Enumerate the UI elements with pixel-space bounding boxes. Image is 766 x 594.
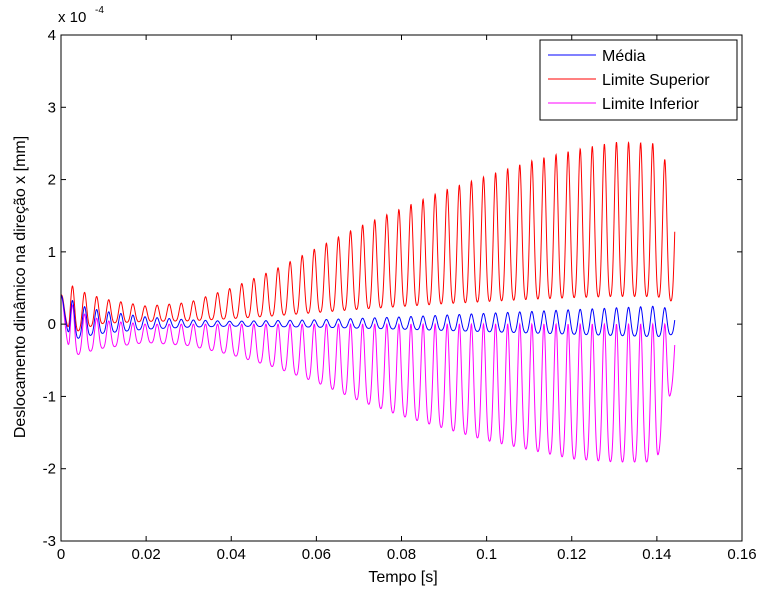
- x-axis: 0 0.02 0.04 0.06 0.08 0.1 0.12 0.14 0.16: [57, 35, 757, 563]
- y-tick-label: -2: [43, 461, 56, 478]
- legend: Média Limite Superior Limite Inferior: [539, 39, 738, 121]
- y-tick-label: -3: [43, 533, 56, 550]
- legend-label: Média: [602, 48, 646, 65]
- legend-label: Limite Superior: [602, 72, 710, 89]
- x-tick-label: 0: [57, 546, 65, 563]
- x-tick-label: 0.02: [132, 546, 161, 563]
- y-axis-label: Deslocamento dinâmico na direção x [mm]: [12, 136, 29, 438]
- y-tick-label: 3: [48, 99, 56, 116]
- x-tick-label: 0.06: [302, 546, 331, 563]
- y-tick-label: 1: [48, 244, 56, 261]
- x-tick-label: 0.14: [642, 546, 671, 563]
- x-tick-label: 0.04: [217, 546, 246, 563]
- y-tick-label: 0: [48, 316, 56, 333]
- y-axis: -3 -2 -1 0 1 2 3 4: [43, 27, 742, 550]
- y-tick-label: -1: [43, 388, 56, 405]
- series-layer: [60, 141, 676, 463]
- y-axis-scale-label: x 10: [58, 9, 86, 26]
- legend-box: [539, 39, 738, 121]
- y-tick-label: 4: [48, 27, 56, 44]
- legend-label: Limite Inferior: [602, 96, 700, 113]
- series-line: [60, 294, 676, 463]
- series-line: [60, 141, 676, 332]
- series-line: [60, 294, 676, 339]
- x-tick-label: 0.1: [476, 546, 497, 563]
- x-tick-label: 0.12: [557, 546, 586, 563]
- x-tick-label: 0.16: [727, 546, 756, 563]
- y-axis-scale-exponent: -4: [95, 5, 104, 16]
- y-tick-label: 2: [48, 172, 56, 189]
- x-tick-label: 0.08: [387, 546, 416, 563]
- x-axis-label: Tempo [s]: [368, 569, 437, 586]
